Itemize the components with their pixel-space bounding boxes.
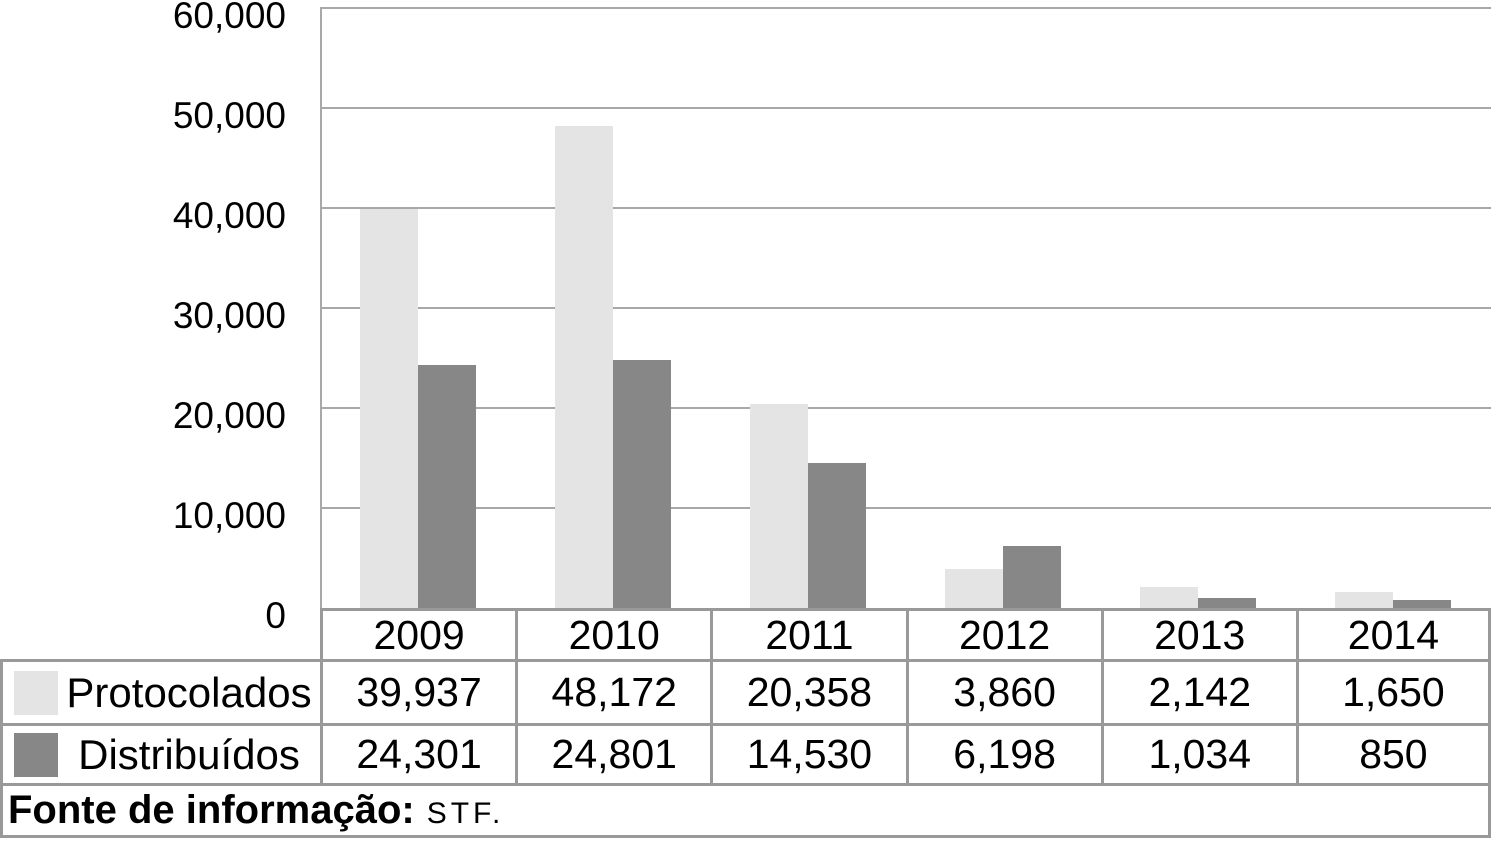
protocolados-swatch-icon	[14, 670, 58, 715]
gridline-40000	[320, 207, 1491, 209]
gridline-50000	[320, 107, 1491, 109]
distribuidos-value-2010: 24,801	[515, 726, 711, 786]
distribuidos-value-2011: 14,530	[710, 726, 906, 786]
y-axis-tick-20000: 20,000	[172, 395, 286, 436]
column-header-2012: 2012	[905, 608, 1101, 662]
bar-protocolados-2014	[1335, 591, 1394, 608]
bar-protocolados-2010	[554, 126, 613, 608]
y-axis-tick-30000: 30,000	[172, 295, 286, 336]
gridline-60000	[320, 7, 1491, 9]
distribuidos-value-2009: 24,301	[320, 726, 516, 786]
y-axis-line	[320, 8, 322, 608]
column-header-2011: 2011	[710, 608, 906, 662]
bar-distribuidos-2012	[1003, 546, 1062, 608]
gridline-10000	[320, 507, 1491, 509]
bar-protocolados-2012	[945, 569, 1004, 608]
column-header-2010: 2010	[515, 608, 711, 662]
bar-protocolados-2013	[1140, 586, 1199, 608]
gridline-20000	[320, 407, 1491, 409]
table-corner-spacer	[0, 608, 320, 662]
distribuidos-value-2013: 1,034	[1100, 726, 1296, 786]
bar-distribuidos-2014	[1393, 599, 1452, 608]
distribuidos-value-2014: 850	[1295, 726, 1491, 786]
bar-distribuidos-2013	[1198, 597, 1257, 608]
chart-data-table: 2009 2010 2011 2012 2013 2014 Protocolad…	[0, 608, 1491, 786]
source-note: Fonte de informação: STF.	[0, 786, 1491, 838]
bar-chart-plot-area: 0 10,000 20,000 30,000 40,000 50,000 60,000	[172, 0, 1491, 636]
distribuidos-value-2012: 6,198	[905, 726, 1101, 786]
y-axis-tick-10000: 10,000	[172, 495, 286, 536]
source-note-label: Fonte de informação:	[8, 788, 415, 832]
y-axis-tick-40000: 40,000	[172, 195, 286, 236]
bar-distribuidos-2010	[612, 359, 671, 608]
y-axis-tick-0: 0	[265, 595, 286, 636]
protocolados-value-2011: 20,358	[710, 662, 906, 726]
protocolados-value-2013: 2,142	[1100, 662, 1296, 726]
protocolados-value-2009: 39,937	[320, 662, 516, 726]
gridline-30000	[320, 307, 1491, 309]
source-note-value: STF.	[426, 797, 505, 830]
y-axis-tick-50000: 50,000	[172, 95, 286, 136]
column-header-2009: 2009	[320, 608, 516, 662]
bar-distribuidos-2011	[807, 462, 866, 608]
column-header-2013: 2013	[1100, 608, 1296, 662]
bar-distribuidos-2009	[417, 364, 476, 608]
protocolados-value-2010: 48,172	[515, 662, 711, 726]
protocolados-series-label: Protocolados	[66, 668, 312, 716]
y-axis-tick-60000: 60,000	[172, 0, 286, 36]
distribuidos-swatch-icon	[14, 732, 58, 777]
legend-row-distribuidos: Distribuídos	[0, 726, 320, 786]
bar-protocolados-2011	[749, 404, 808, 608]
protocolados-value-2014: 1,650	[1295, 662, 1491, 726]
column-header-2014: 2014	[1295, 608, 1491, 662]
distribuidos-series-label: Distribuídos	[78, 730, 300, 778]
bar-protocolados-2009	[359, 208, 418, 608]
protocolados-value-2012: 3,860	[905, 662, 1101, 726]
legend-row-protocolados: Protocolados	[0, 662, 320, 726]
